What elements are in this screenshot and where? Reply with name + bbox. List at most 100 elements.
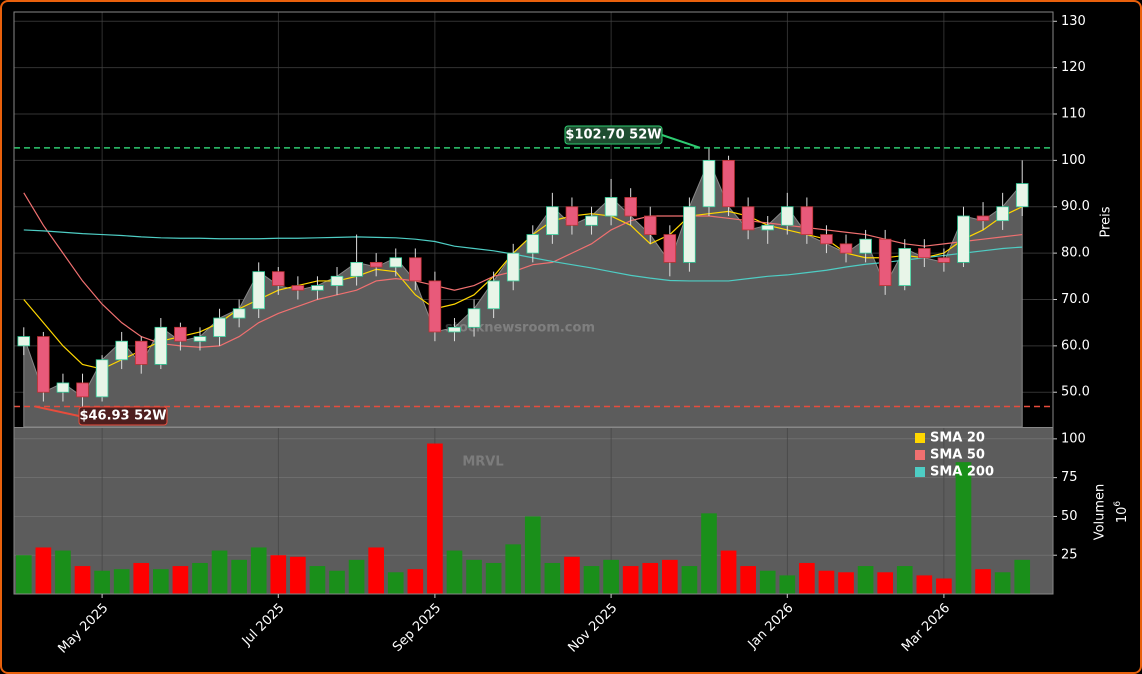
volume-bar (387, 572, 404, 594)
legend-swatch (915, 467, 925, 477)
volume-bar (270, 555, 287, 594)
volume-bar (368, 547, 385, 594)
candle-body (741, 206, 755, 231)
volume-bar (113, 569, 130, 594)
volume-bar (329, 570, 345, 594)
candle-body (663, 234, 677, 263)
candle-body (585, 215, 598, 226)
candle-body (546, 206, 559, 235)
candle-body (918, 248, 931, 259)
volume-bar (720, 550, 737, 594)
candle-body (154, 326, 168, 365)
candle-body (1015, 183, 1029, 208)
volume-bar (661, 559, 678, 594)
candle-body (683, 206, 696, 263)
volume-bar (172, 566, 189, 594)
volume-bar (857, 566, 874, 594)
candle-body (506, 252, 520, 282)
candle-body (37, 336, 50, 393)
sma-line (23, 206, 1023, 370)
ref-arrow (661, 134, 701, 149)
legend-swatch (915, 450, 925, 460)
volume-bar (250, 547, 267, 594)
candle-body (976, 215, 990, 222)
candle-body (722, 159, 735, 208)
volume-bar (642, 562, 659, 594)
volume-bar (975, 569, 991, 594)
volume-bar (94, 570, 110, 594)
candle-body (369, 261, 383, 268)
volume-bar (622, 566, 639, 594)
volume-bar (603, 559, 619, 594)
volume-bar (564, 556, 580, 594)
volume-bar (211, 550, 228, 594)
volume-bar (348, 559, 365, 594)
y-tick-label: 120 (1061, 60, 1086, 75)
ticker-watermark: MRVL (462, 455, 503, 470)
y2-tick-label: 25 (1061, 548, 1078, 563)
volume-bar (877, 572, 894, 594)
candle-body (213, 317, 226, 337)
volume-bar (505, 544, 522, 594)
volume-bar (231, 559, 247, 594)
volume-bar (916, 575, 933, 594)
candle-body (761, 224, 774, 231)
y-tick-label: 100 (1061, 153, 1086, 168)
volume-bar (681, 566, 698, 594)
ref-label: $46.93 52W (79, 409, 166, 424)
legend-swatch (915, 433, 925, 443)
candle-body (409, 257, 422, 282)
candle-body (232, 308, 246, 319)
price-axis-label: Preis (1099, 206, 1114, 237)
candle-body (565, 206, 579, 226)
candle-body (839, 243, 853, 254)
plot-border (13, 11, 1054, 595)
volume-bar (152, 569, 169, 594)
volume-bar (309, 566, 326, 594)
y-tick-label: 70.0 (1061, 292, 1090, 307)
candle-body (272, 271, 285, 286)
y-tick-label: 60.0 (1061, 338, 1090, 353)
candle-body (898, 248, 912, 286)
ref-label-box (564, 125, 663, 145)
unit-base: 10 (1115, 507, 1130, 524)
x-tick-label: Jul 2025 (239, 601, 288, 650)
y2-tick-label: 100 (1061, 431, 1086, 446)
x-tick-label: May 2025 (55, 601, 111, 657)
volume-bar (759, 570, 776, 594)
volume-bar (1014, 559, 1031, 594)
candle-body (878, 238, 892, 286)
candle-body (448, 326, 461, 333)
volume-bar (544, 562, 561, 594)
ref-label: $102.70 52W (565, 128, 661, 143)
candle-body (389, 257, 403, 268)
volume-bar (701, 513, 717, 594)
legend-label: SMA 20 (930, 431, 985, 446)
volume-bar (485, 562, 502, 594)
candle-body (76, 382, 89, 398)
candle-body (859, 238, 872, 254)
sma-line (23, 229, 1023, 282)
volume-bar (896, 566, 913, 594)
volume-bar (955, 462, 972, 594)
candle-body (604, 197, 618, 217)
volume-bar (74, 566, 91, 594)
x-tick-label: Mar 2026 (899, 601, 953, 655)
volume-bar (290, 556, 306, 594)
volume-bar (446, 550, 463, 594)
ref-arrow (34, 405, 80, 417)
volume-bar (192, 562, 208, 594)
volume-bar (799, 562, 815, 594)
candle-body (781, 206, 794, 226)
candle-body (526, 234, 540, 254)
volume-bar (583, 566, 600, 594)
candle-body (330, 275, 344, 286)
volume-bar (524, 516, 541, 594)
unit-exp: 6 (1113, 501, 1123, 507)
volume-bar (818, 570, 835, 594)
y-tick-label: 50.0 (1061, 385, 1090, 400)
candle-body (937, 257, 951, 263)
volume-unit: 106 (1113, 501, 1130, 524)
candle-body (820, 234, 833, 245)
